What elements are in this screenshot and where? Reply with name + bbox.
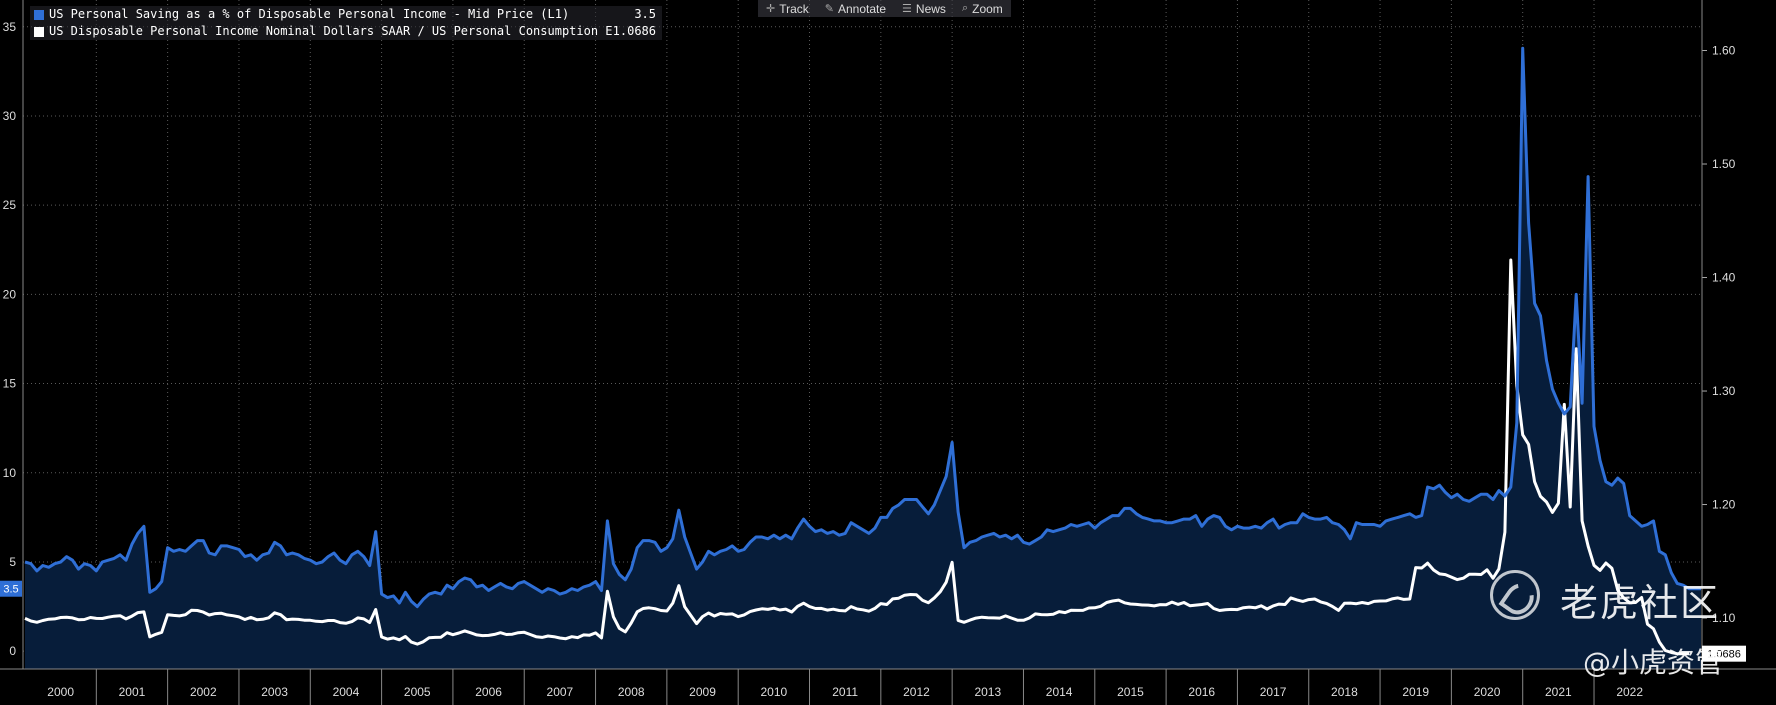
watermark-brand: 老虎社区 (1560, 581, 1721, 625)
legend-label: US Disposable Personal Income Nominal Do… (49, 24, 613, 38)
x-axis-year-label: 2017 (1260, 685, 1287, 699)
right-axis-tick-label: 1.50 (1712, 157, 1736, 171)
x-axis-year-label: 2004 (333, 685, 360, 699)
left-axis-tick-label: 30 (3, 109, 17, 123)
news-icon: ☰ (902, 3, 912, 15)
x-axis-year-label: 2007 (547, 685, 574, 699)
legend-entry-income-ratio[interactable]: US Disposable Personal Income Nominal Do… (30, 23, 662, 40)
x-axis-year-label: 2022 (1616, 685, 1643, 699)
right-axis-tick-label: 1.20 (1712, 498, 1736, 512)
x-axis-year-label: 2018 (1331, 685, 1358, 699)
crosshair-icon: ✛ (766, 3, 776, 15)
x-axis-year-label: 2010 (760, 685, 787, 699)
tiger-logo-icon (1490, 570, 1540, 620)
legend-swatch-white (34, 26, 44, 37)
saving-rate-line (24, 46, 1701, 609)
right-axis-tick-label: 1.40 (1712, 271, 1736, 285)
x-axis-year-label: 2008 (618, 685, 645, 699)
news-button[interactable]: ☰ News (894, 0, 954, 17)
pencil-icon: ✎ (824, 3, 834, 15)
watermark-handle: @小虎资管 (1583, 646, 1724, 679)
income-consumption-ratio-line (24, 258, 1690, 656)
right-axis-tick-label: 1.60 (1712, 44, 1736, 58)
legend-value: 1.0686 (612, 24, 656, 38)
zoom-button[interactable]: ⌕ Zoom (954, 0, 1011, 17)
zoom-label: Zoom (972, 1, 1003, 16)
x-axis-year-label: 2009 (689, 685, 716, 699)
x-axis-year-label: 2021 (1545, 685, 1572, 699)
legend-value: 3.5 (634, 7, 656, 21)
left-value-tag: 3.5 (3, 584, 18, 596)
annotate-label: Annotate (838, 1, 887, 16)
right-value-tag-box (1702, 645, 1746, 662)
x-axis-year-label: 2020 (1474, 685, 1501, 699)
left-value-tag-box (0, 580, 22, 597)
x-axis-year-label: 2011 (832, 685, 858, 699)
x-axis-year-label: 2001 (119, 685, 146, 699)
legend-entry-saving-rate[interactable]: US Personal Saving as a % of Disposable … (30, 6, 662, 23)
x-axis-year-label: 2000 (47, 685, 74, 699)
right-axis-tick-label: 1.30 (1712, 384, 1736, 398)
left-axis-tick-label: 5 (9, 555, 16, 569)
right-value-tag: 1.0686 (1707, 649, 1741, 661)
x-axis-year-label: 2013 (974, 685, 1001, 699)
track-label: Track (779, 1, 809, 16)
right-axis-tick-label: 1.10 (1712, 611, 1736, 625)
legend-swatch-blue (34, 9, 44, 20)
annotate-button[interactable]: ✎ Annotate (817, 0, 894, 17)
left-axis-tick-label: 15 (3, 377, 17, 391)
left-axis-tick-label: 20 (3, 287, 17, 301)
x-axis-year-label: 2016 (1188, 685, 1215, 699)
left-axis-tick-label: 25 (3, 198, 17, 212)
x-axis-year-label: 2002 (190, 685, 217, 699)
magnifier-icon: ⌕ (961, 2, 969, 14)
left-axis-tick-label: 10 (3, 466, 17, 480)
left-axis-tick-label: 35 (3, 20, 17, 34)
x-axis-year-label: 2015 (1117, 685, 1144, 699)
x-axis-year-label: 2014 (1046, 685, 1073, 699)
chart-legend: US Personal Saving as a % of Disposable … (30, 6, 662, 40)
last-value-tags: 3.5 1.0686 (0, 580, 1746, 662)
x-axis-year-label: 2019 (1402, 685, 1429, 699)
news-label: News (915, 1, 946, 16)
x-axis-year-label: 2003 (261, 685, 288, 699)
left-axis-tick-label: 0 (9, 644, 16, 658)
legend-label: US Personal Saving as a % of Disposable … (49, 7, 570, 21)
x-axis-year-label: 2012 (903, 685, 930, 699)
x-axis-year-label: 2005 (404, 685, 431, 699)
track-button[interactable]: ✛ Track (758, 0, 817, 17)
x-axis-year-label: 2006 (475, 685, 502, 699)
chart-toolbar: ✛ Track ✎ Annotate ☰ News ⌕ Zoom (758, 0, 1011, 17)
